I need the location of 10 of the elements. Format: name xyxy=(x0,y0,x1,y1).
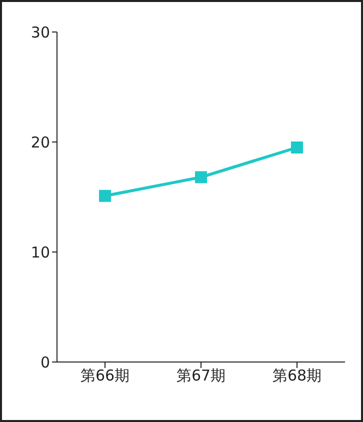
x-tick-label: 第68期 xyxy=(272,366,322,385)
point xyxy=(195,171,207,184)
y-tick-label: 0 xyxy=(40,353,50,372)
y-tick-label: 20 xyxy=(30,133,50,152)
y-tick-label: 30 xyxy=(30,23,50,42)
point xyxy=(291,142,303,154)
point xyxy=(99,190,111,202)
x-tick-label: 第66期 xyxy=(80,366,130,385)
x-tick-label: 第67期 xyxy=(176,366,226,385)
y-tick-label: 10 xyxy=(30,243,50,262)
